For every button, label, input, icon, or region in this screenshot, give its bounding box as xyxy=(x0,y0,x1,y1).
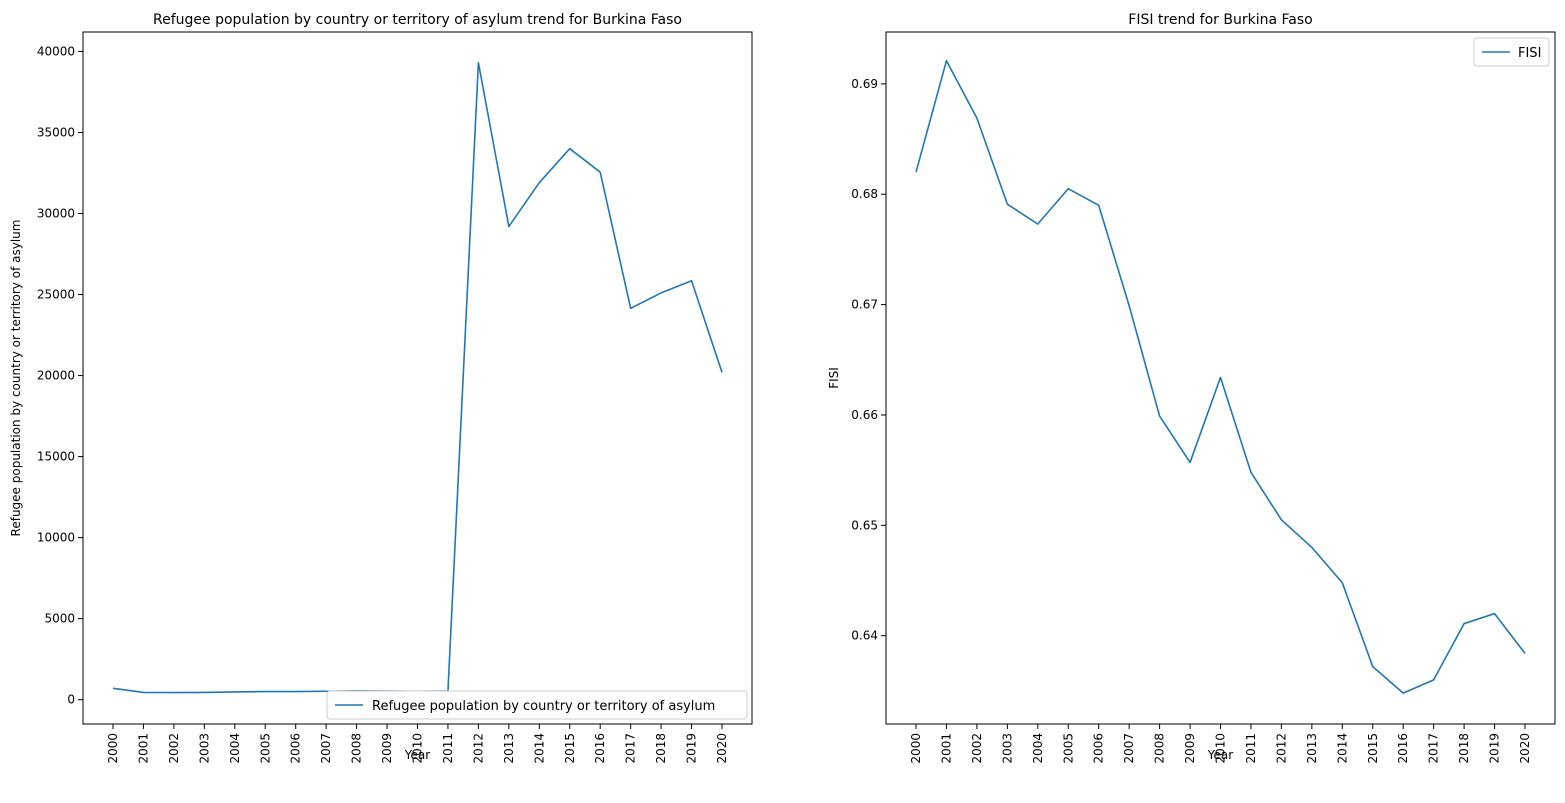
refugee-y-tick-label: 30000 xyxy=(37,207,75,221)
fisi-y-ticks: 0.64 0.65 0.66 0.67 0.68 0.69 xyxy=(851,77,886,643)
fisi-x-tick-label: 2005 xyxy=(1061,733,1075,764)
refugee-y-tick-label: 5000 xyxy=(44,612,75,626)
refugee-x-tick-label: 2012 xyxy=(471,733,485,764)
fisi-x-tick-label: 2019 xyxy=(1488,733,1502,764)
fisi-y-tick-label: 0.64 xyxy=(851,629,878,643)
refugee-x-tick-label: 2006 xyxy=(289,733,303,764)
refugee-y-tick-label: 35000 xyxy=(37,125,75,139)
refugee-x-tick-label: 2002 xyxy=(167,733,181,764)
fisi-x-tick-label: 2003 xyxy=(1000,733,1014,764)
fisi-x-tick-label: 2016 xyxy=(1396,733,1410,764)
fisi-x-tick-label: 2015 xyxy=(1366,733,1380,764)
refugee-x-tick-label: 2000 xyxy=(106,733,120,764)
fisi-x-tick-label: 2018 xyxy=(1457,733,1471,764)
fisi-legend-label: FISI xyxy=(1518,46,1541,61)
fisi-legend: FISI xyxy=(1474,38,1549,66)
refugee-x-axis-label: Year xyxy=(404,748,430,762)
fisi-x-tick-label: 2014 xyxy=(1335,733,1349,764)
fisi-x-tick-label: 2011 xyxy=(1244,733,1258,764)
refugee-y-tick-label: 0 xyxy=(67,693,75,707)
fisi-x-tick-label: 2020 xyxy=(1518,733,1532,764)
fisi-x-tick-label: 2017 xyxy=(1427,733,1441,764)
fisi-x-axis-label: Year xyxy=(1207,748,1233,762)
refugee-x-tick-label: 2005 xyxy=(258,733,272,764)
fisi-y-tick-label: 0.68 xyxy=(851,187,878,201)
refugee-x-tick-label: 2011 xyxy=(441,733,455,764)
refugee-x-tick-label: 2016 xyxy=(593,733,607,764)
refugee-y-axis-label: Refugee population by country or territo… xyxy=(9,220,23,537)
refugee-y-tick-label: 40000 xyxy=(37,44,75,58)
fisi-y-axis-label: FISI xyxy=(827,367,841,389)
fisi-x-tick-label: 2002 xyxy=(970,733,984,764)
fisi-x-tick-label: 2000 xyxy=(909,733,923,764)
refugee-x-tick-label: 2013 xyxy=(502,733,516,764)
fisi-chart: FISI trend for Burkina Faso 0.64 0.65 0.66… xyxy=(827,12,1555,764)
refugee-x-tick-label: 2019 xyxy=(685,733,699,764)
refugee-y-tick-label: 15000 xyxy=(37,450,75,464)
fisi-x-tick-label: 2013 xyxy=(1305,733,1319,764)
refugee-x-tick-label: 2015 xyxy=(563,733,577,764)
refugee-x-tick-label: 2017 xyxy=(624,733,638,764)
refugee-chart-title: Refugee population by country or territo… xyxy=(153,12,682,28)
refugee-legend: Refugee population by country or territo… xyxy=(327,691,747,719)
refugee-x-tick-label: 2003 xyxy=(197,733,211,764)
fisi-y-tick-label: 0.65 xyxy=(851,518,878,532)
refugee-y-ticks: 0 5000 10000 15000 20000 25000 30000 35000 40000 xyxy=(37,44,83,706)
refugee-x-tick-label: 2007 xyxy=(319,733,333,764)
fisi-series-line xyxy=(916,61,1525,693)
refugee-y-tick-label: 10000 xyxy=(37,531,75,545)
refugee-x-tick-label: 2020 xyxy=(715,733,729,764)
refugee-x-tick-label: 2001 xyxy=(136,733,150,764)
refugee-series-line xyxy=(113,63,722,693)
fisi-chart-title: FISI trend for Burkina Faso xyxy=(1128,12,1312,28)
refugee-chart: Refugee population by country or territo… xyxy=(9,12,752,764)
fisi-x-tick-label: 2001 xyxy=(939,733,953,764)
refugee-x-tick-label: 2018 xyxy=(654,733,668,764)
refugee-x-tick-label: 2009 xyxy=(380,733,394,764)
refugee-x-tick-label: 2014 xyxy=(532,733,546,764)
fisi-x-tick-label: 2009 xyxy=(1183,733,1197,764)
fisi-x-tick-label: 2004 xyxy=(1031,733,1045,764)
fisi-y-tick-label: 0.67 xyxy=(851,298,878,312)
fisi-y-tick-label: 0.69 xyxy=(851,77,878,91)
refugee-x-tick-label: 2004 xyxy=(228,733,242,764)
refugee-legend-label: Refugee population by country or territo… xyxy=(372,699,715,714)
fisi-x-tick-label: 2012 xyxy=(1274,733,1288,764)
refugee-series-points xyxy=(113,63,722,693)
fisi-x-tick-label: 2008 xyxy=(1153,733,1167,764)
refugee-x-tick-label: 2008 xyxy=(350,733,364,764)
refugee-y-tick-label: 25000 xyxy=(37,288,75,302)
fisi-y-tick-label: 0.66 xyxy=(851,408,878,422)
refugee-y-tick-label: 20000 xyxy=(37,369,75,383)
fisi-x-tick-label: 2007 xyxy=(1122,733,1136,764)
fisi-x-tick-label: 2006 xyxy=(1092,733,1106,764)
refugee-plot-frame xyxy=(83,32,752,724)
